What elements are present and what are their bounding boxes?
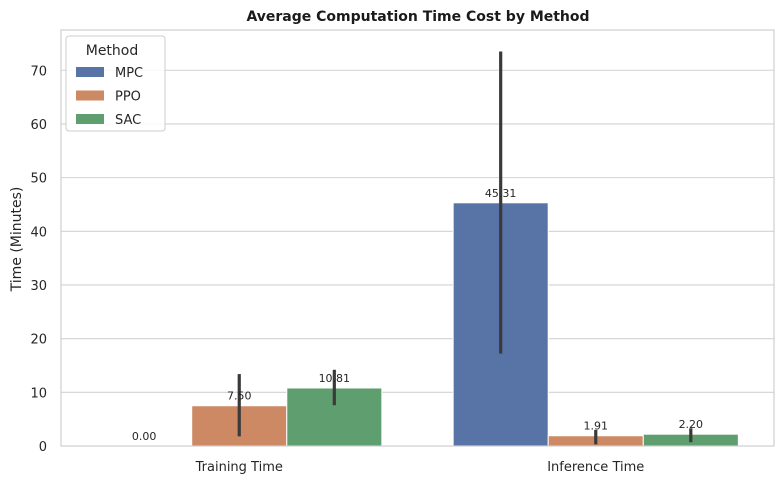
y-tick-label: 0 [39,440,47,455]
data-label: 10.81 [319,372,351,385]
bar-layer [191,51,739,447]
y-tick-label: 60 [30,118,47,133]
data-label-layer: 0.00 7.50 10.81 45.31 1.91 2.20 [132,187,703,443]
legend-label-ppo: PPO [115,90,141,105]
legend-label-sac: SAC [115,113,141,128]
legend-swatch-sac [76,114,104,124]
y-tick-label: 40 [30,225,47,240]
y-tick-label: 50 [30,172,47,187]
x-tick-label: Training Time [195,460,283,475]
legend-swatch-ppo [76,90,104,101]
chart-title: Average Computation Time Cost by Method [246,9,589,25]
y-tick-label: 30 [30,279,47,294]
data-label: 1.91 [584,420,609,433]
legend-swatch-mpc [76,67,104,77]
y-tick-label: 10 [30,386,47,401]
legend-entries: MPC PPO SAC [76,66,143,128]
tick-layer: 0 10 20 30 40 50 60 70 Training Time Inference Ti… [30,64,644,475]
data-label: 0.00 [132,430,157,443]
data-label: 45.31 [485,187,517,200]
y-axis-label: Time (Minutes) [9,187,25,293]
legend-box [65,35,166,132]
x-tick-label: Inference Time [547,460,644,475]
y-tick-label: 70 [30,64,47,79]
legend-title: Method [86,43,139,59]
data-label: 2.20 [679,418,704,431]
legend-label-mpc: MPC [115,66,143,81]
plot-frame [60,29,775,447]
data-label: 7.50 [227,390,252,403]
y-tick-label: 20 [30,333,47,348]
legend: Method MPC PPO SAC [65,35,166,132]
